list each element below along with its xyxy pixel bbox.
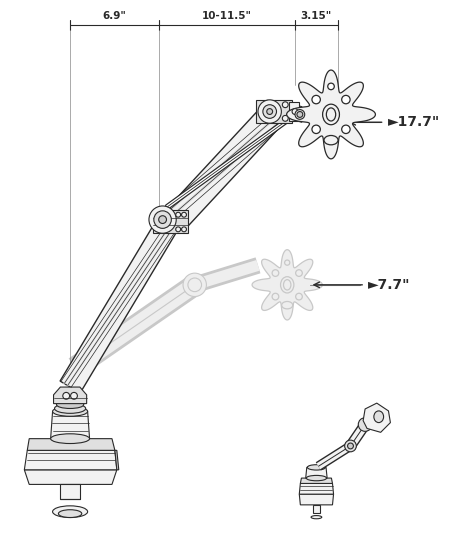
Circle shape [345,440,357,452]
Circle shape [358,418,372,431]
Circle shape [181,227,186,232]
Circle shape [285,260,290,265]
Circle shape [295,294,302,300]
Circle shape [282,102,288,108]
Circle shape [158,216,167,223]
Polygon shape [299,483,334,494]
Polygon shape [115,451,119,470]
Ellipse shape [58,510,82,517]
Circle shape [181,212,186,217]
Text: ►17.7": ►17.7" [387,115,440,129]
Circle shape [272,294,279,300]
Polygon shape [291,104,302,122]
Text: 10-11.5": 10-11.5" [202,11,252,21]
Circle shape [328,83,335,90]
Ellipse shape [326,108,336,121]
Ellipse shape [282,301,293,309]
Ellipse shape [53,506,88,517]
Circle shape [149,206,176,233]
Circle shape [154,211,172,228]
Ellipse shape [53,407,88,416]
Circle shape [348,443,353,449]
Bar [60,485,80,499]
Ellipse shape [281,277,294,293]
Ellipse shape [57,400,84,408]
Circle shape [188,278,202,292]
Circle shape [176,212,180,217]
Polygon shape [27,439,115,451]
Circle shape [272,270,279,276]
Text: 3.15": 3.15" [301,11,332,21]
Circle shape [183,273,207,296]
Ellipse shape [51,434,89,443]
Bar [313,505,320,513]
Circle shape [70,393,77,399]
Polygon shape [51,412,89,439]
Polygon shape [363,403,391,432]
Circle shape [258,100,282,123]
Ellipse shape [306,476,326,481]
Circle shape [267,109,273,114]
Circle shape [263,105,277,118]
Ellipse shape [323,104,339,125]
Polygon shape [24,451,117,470]
Polygon shape [252,250,322,320]
Ellipse shape [283,280,291,290]
Circle shape [176,227,180,232]
Circle shape [342,125,350,134]
Polygon shape [24,470,117,485]
Circle shape [282,115,288,121]
Circle shape [312,125,320,134]
Polygon shape [286,70,375,159]
Polygon shape [299,494,334,505]
Ellipse shape [311,516,322,519]
Polygon shape [168,100,287,226]
Polygon shape [60,213,180,393]
Polygon shape [300,478,332,483]
Polygon shape [53,387,87,404]
Ellipse shape [374,411,383,423]
Polygon shape [256,100,292,123]
Circle shape [297,111,303,118]
Polygon shape [289,102,299,121]
Text: ►7.7": ►7.7" [368,278,410,292]
Ellipse shape [307,465,326,470]
Polygon shape [153,210,188,233]
Text: 6.9": 6.9" [102,11,126,21]
Ellipse shape [324,135,338,145]
Circle shape [295,270,302,276]
Circle shape [312,95,320,104]
Circle shape [292,109,298,114]
Polygon shape [306,467,327,478]
Ellipse shape [54,404,86,413]
Circle shape [295,110,305,119]
Circle shape [342,95,350,104]
Circle shape [63,393,70,399]
